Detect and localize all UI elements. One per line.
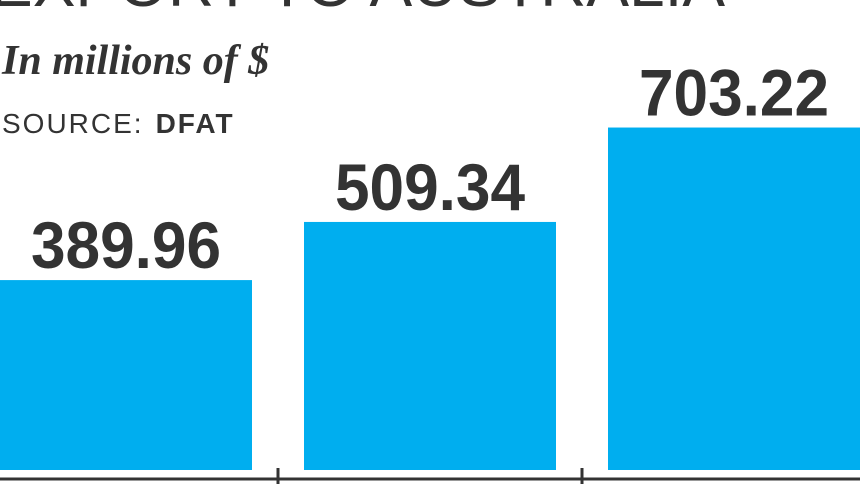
bar [304,221,556,470]
value-label: 509.34 [335,150,525,224]
chart-subtitle: In millions of $ [1,38,269,84]
source-label: SOURCE: [2,108,144,139]
bar [608,127,860,470]
source: SOURCE: DFAT [2,108,235,139]
value-label: 703.22 [639,56,829,130]
chart-title: EXPORT TO AUSTRALIA [0,0,725,20]
source-name: DFAT [156,108,235,139]
bar [0,280,252,470]
value-label: 389.96 [31,208,221,282]
